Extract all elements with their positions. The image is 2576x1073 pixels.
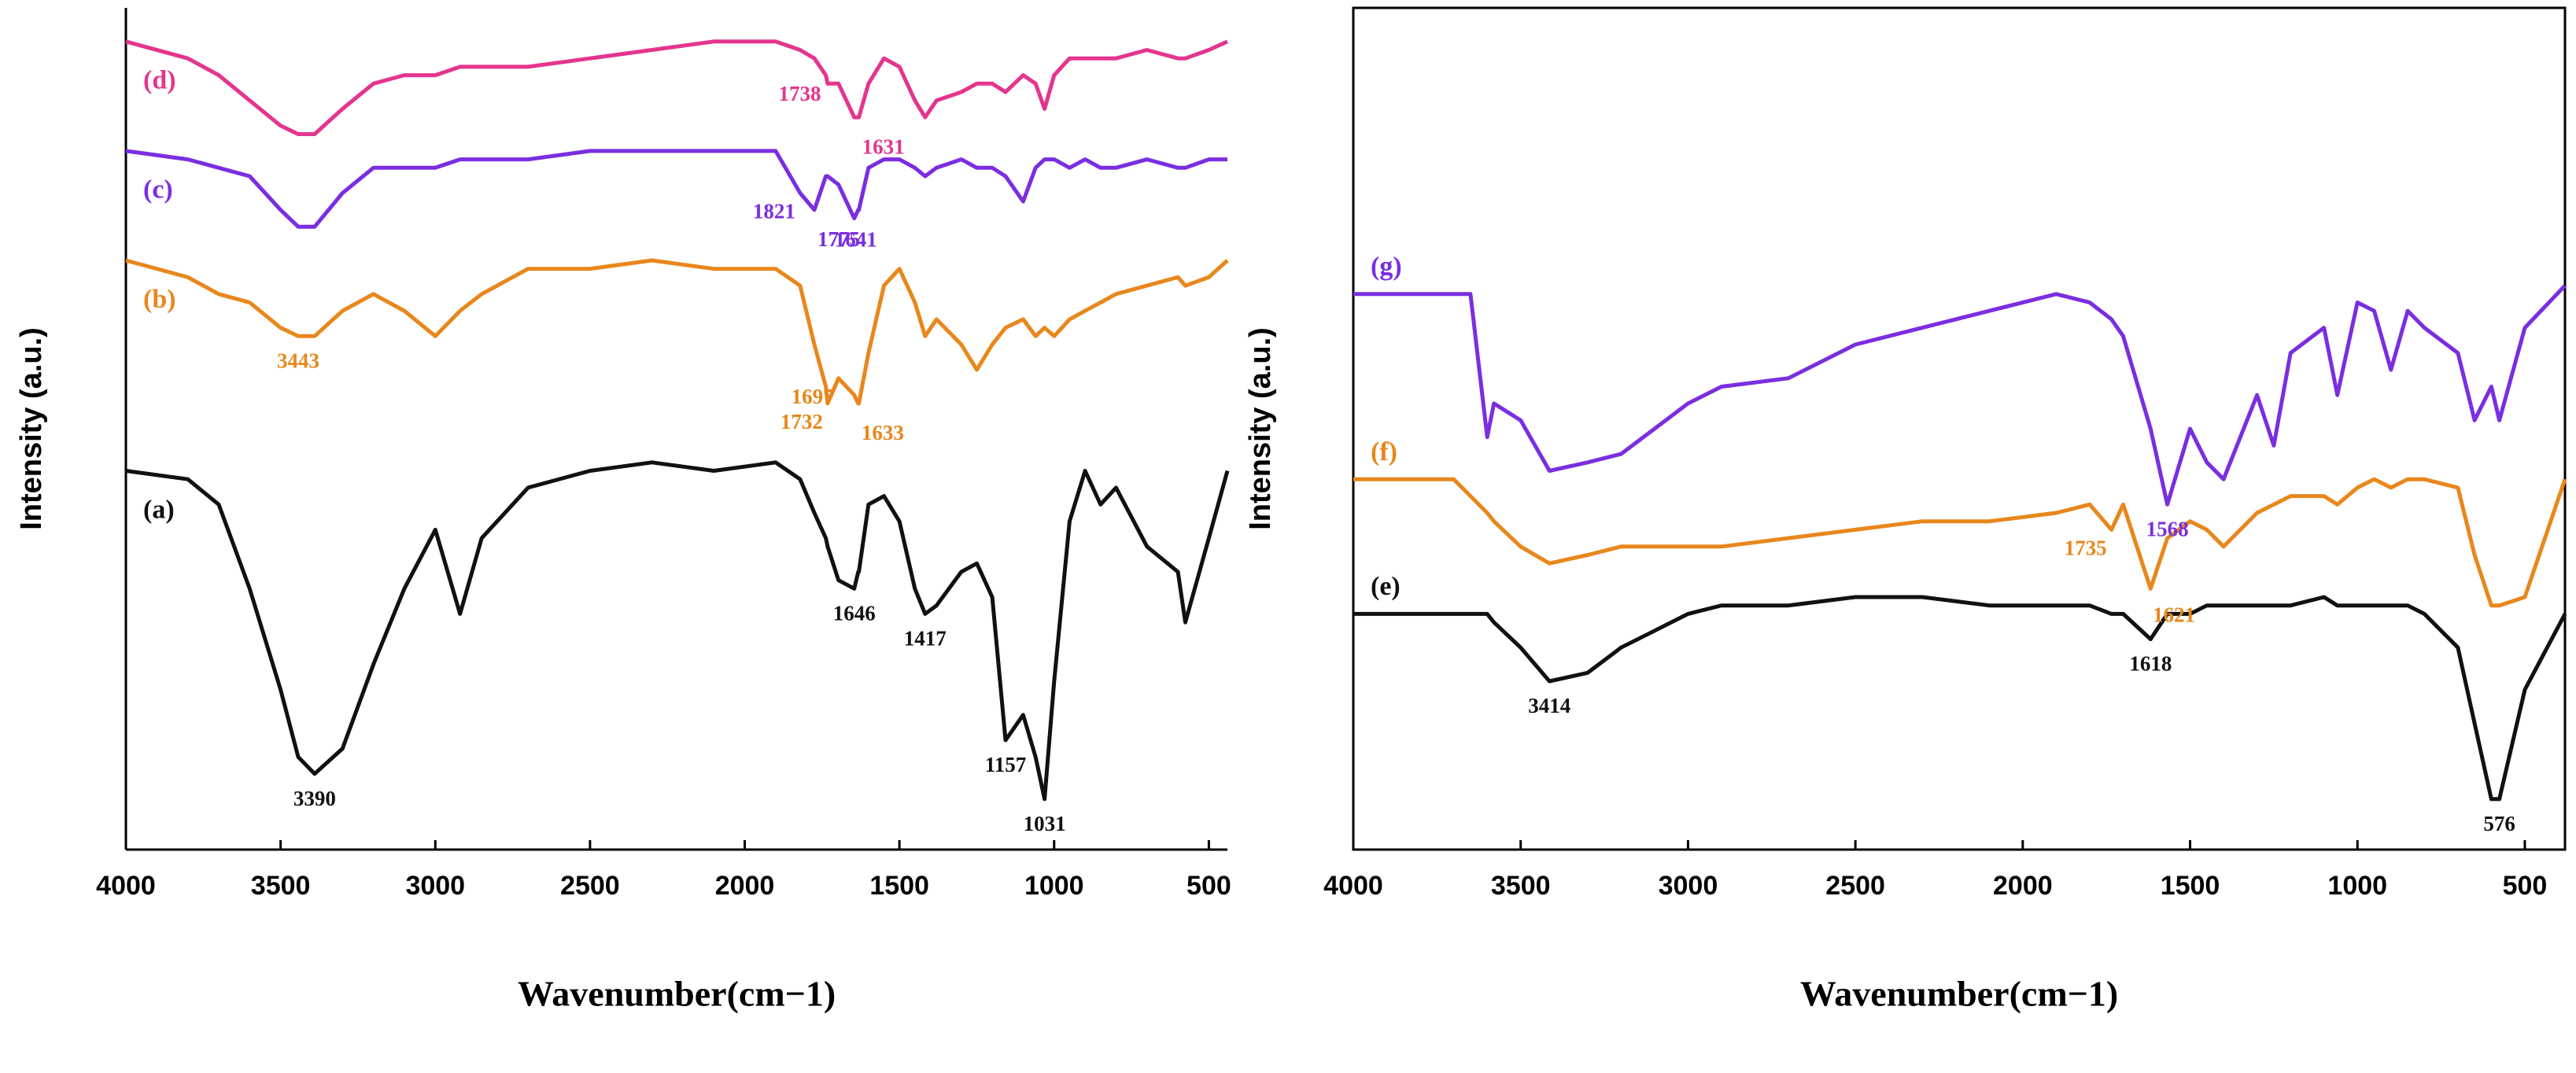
peak-label: 1621 (2153, 603, 2195, 627)
spectrum-line (125, 149, 1227, 229)
x-axis-title: Wavenumber(cm−1) (1800, 974, 2118, 1014)
spectrum-line (1353, 477, 2567, 608)
x-tick-label: 4000 (1323, 871, 1383, 901)
x-tick-label: 2000 (715, 871, 775, 901)
peak-label: 1568 (2146, 518, 2189, 541)
spectrum-line (125, 39, 1229, 136)
series-label: (g) (1371, 253, 1402, 282)
peak-label: 1157 (985, 753, 1027, 776)
peak-label: 1821 (753, 200, 795, 223)
peak-label: 1775 (817, 227, 860, 251)
peak-label: 1735 (2065, 536, 2107, 560)
peak-label: 576 (2483, 812, 2515, 835)
x-tick-label: 4000 (96, 871, 156, 901)
plot-frame (1352, 6, 2567, 851)
spectrum-line (1353, 284, 2567, 507)
x-tick-label: 500 (2503, 871, 2548, 901)
x-tick-label: 1500 (869, 871, 929, 901)
peak-label: 1732 (781, 410, 823, 433)
x-tick-label: 3500 (1491, 871, 1551, 901)
peak-label: 1031 (1024, 812, 1066, 835)
spectrum-line (125, 258, 1229, 406)
peak-label: 1633 (862, 421, 904, 444)
peak-label: 3390 (293, 787, 336, 810)
peak-label: 1417 (904, 627, 947, 651)
x-tick-label: 2500 (1825, 871, 1885, 901)
series-label: (f) (1371, 437, 1397, 466)
peak-label: 1738 (779, 82, 821, 105)
y-axis-title: Intensity (a.u.) (1244, 327, 1277, 530)
series-label: (d) (143, 66, 176, 95)
x-tick-label: 3000 (405, 871, 465, 901)
x-tick-label: 1500 (2161, 871, 2220, 901)
series-label: (a) (143, 495, 175, 524)
spectrum-line (1353, 595, 2567, 802)
x-axis-title: Wavenumber(cm−1) (518, 974, 836, 1014)
x-tick-label: 1000 (1024, 871, 1084, 901)
peak-label: 1697 (792, 385, 834, 408)
peak-label: 1641 (835, 228, 877, 252)
peak-label: 3414 (1528, 694, 1570, 717)
x-tick-label: 3000 (1659, 871, 1718, 901)
peak-label: 3443 (277, 349, 319, 373)
x-tick-label: 2500 (560, 871, 620, 901)
series-label: (b) (143, 285, 176, 314)
peak-label: 1646 (833, 602, 876, 625)
peak-label: 1631 (862, 135, 905, 158)
series-label: (e) (1371, 572, 1401, 601)
x-tick-label: 2000 (1993, 871, 2053, 901)
spectrum-line (125, 460, 1230, 802)
x-tick-label: 1000 (2327, 871, 2387, 901)
series-label: (c) (143, 175, 173, 205)
peak-label: 1618 (2129, 652, 2172, 676)
x-tick-label: 3500 (251, 871, 311, 901)
y-axis-title: Intensity (a.u.) (15, 327, 48, 530)
x-tick-label: 500 (1187, 871, 1231, 901)
